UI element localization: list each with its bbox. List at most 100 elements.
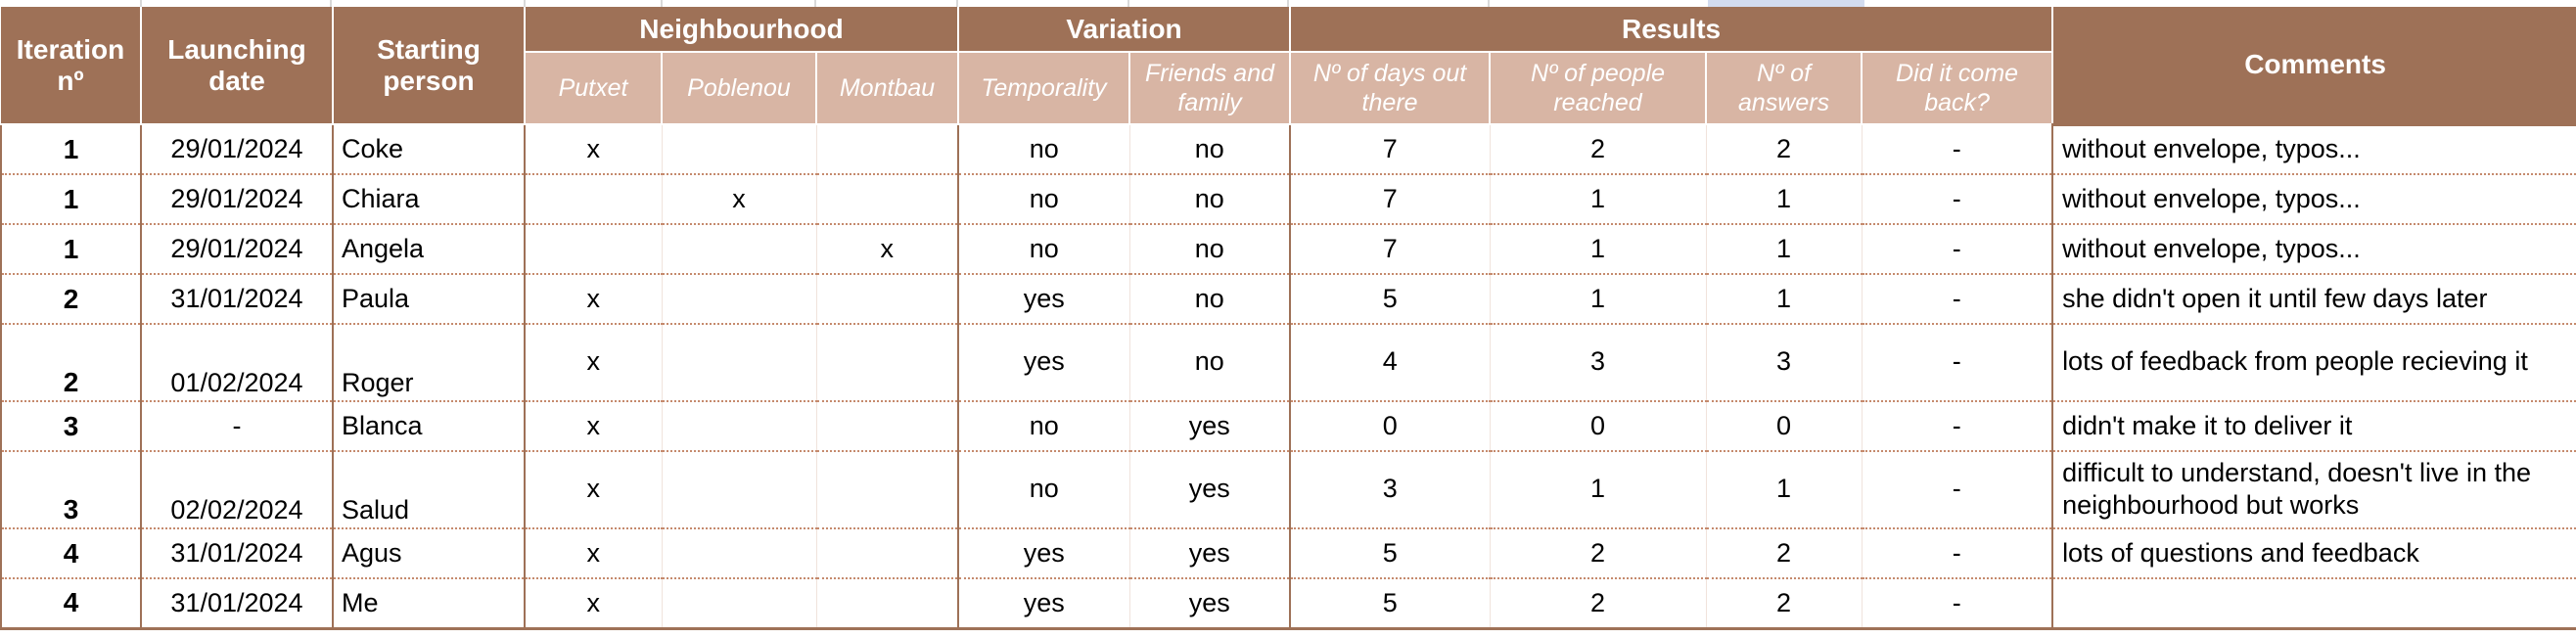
cell-launching-date[interactable]: 29/01/2024	[141, 224, 334, 275]
cell-days-out-there[interactable]: 0	[1290, 401, 1491, 452]
header-iteration[interactable]: Iteration nº	[1, 7, 142, 125]
cell-starting-person[interactable]: Roger	[333, 324, 526, 402]
cell-iteration[interactable]: 1	[0, 174, 142, 225]
cell-answers[interactable]: 2	[1706, 528, 1863, 579]
subheader-montbau[interactable]: Montbau	[816, 52, 960, 125]
cell-did-it-come-back[interactable]: -	[1862, 324, 2054, 402]
cell-temporality[interactable]: no	[958, 224, 1130, 275]
cell-poblenou[interactable]	[662, 401, 817, 452]
cell-montbau[interactable]	[816, 274, 960, 325]
subheader-friends-and-family[interactable]: Friends and family	[1129, 52, 1292, 125]
cell-poblenou[interactable]	[662, 224, 817, 275]
header-results[interactable]: Results	[1290, 7, 2054, 53]
cell-people-reached[interactable]: 2	[1490, 528, 1707, 579]
cell-comment[interactable]: without envelope, typos...	[2052, 224, 2576, 275]
cell-poblenou[interactable]	[662, 578, 817, 630]
cell-comment[interactable]	[2052, 578, 2576, 630]
cell-poblenou[interactable]	[662, 324, 817, 402]
cell-answers[interactable]: 2	[1706, 124, 1863, 175]
header-variation[interactable]: Variation	[958, 7, 1292, 53]
cell-answers[interactable]: 0	[1706, 401, 1863, 452]
cell-comment[interactable]: lots of feedback from people recieving i…	[2052, 324, 2576, 402]
cell-did-it-come-back[interactable]: -	[1862, 274, 2054, 325]
cell-answers[interactable]: 1	[1706, 224, 1863, 275]
cell-people-reached[interactable]: 1	[1490, 274, 1707, 325]
cell-montbau[interactable]	[816, 528, 960, 579]
subheader-people-reached[interactable]: Nº of people reached	[1490, 52, 1708, 125]
cell-comment[interactable]: didn't make it to deliver it	[2052, 401, 2576, 452]
cell-temporality[interactable]: yes	[958, 274, 1130, 325]
cell-people-reached[interactable]: 1	[1490, 224, 1707, 275]
cell-starting-person[interactable]: Blanca	[333, 401, 526, 452]
cell-days-out-there[interactable]: 4	[1290, 324, 1491, 402]
cell-temporality[interactable]: yes	[958, 578, 1130, 630]
cell-launching-date[interactable]: 29/01/2024	[141, 174, 334, 225]
cell-friends-and-family[interactable]: yes	[1129, 451, 1292, 529]
subheader-poblenou[interactable]: Poblenou	[662, 52, 817, 125]
cell-iteration[interactable]: 1	[0, 224, 142, 275]
cell-putxet[interactable]	[525, 224, 663, 275]
cell-putxet[interactable]: x	[525, 528, 663, 579]
cell-poblenou[interactable]: x	[662, 174, 817, 225]
cell-comment[interactable]: without envelope, typos...	[2052, 174, 2576, 225]
cell-starting-person[interactable]: Agus	[333, 528, 526, 579]
subheader-days-out-there[interactable]: Nº of days out there	[1290, 52, 1492, 125]
cell-montbau[interactable]	[816, 451, 960, 529]
cell-montbau[interactable]	[816, 324, 960, 402]
cell-comment[interactable]: she didn't open it until few days later	[2052, 274, 2576, 325]
cell-answers[interactable]: 1	[1706, 274, 1863, 325]
header-neighbourhood[interactable]: Neighbourhood	[525, 7, 960, 53]
cell-friends-and-family[interactable]: yes	[1129, 401, 1292, 452]
cell-temporality[interactable]: no	[958, 174, 1130, 225]
cell-people-reached[interactable]: 1	[1490, 174, 1707, 225]
cell-starting-person[interactable]: Paula	[333, 274, 526, 325]
cell-iteration[interactable]: 3	[0, 401, 142, 452]
cell-days-out-there[interactable]: 5	[1290, 528, 1491, 579]
cell-putxet[interactable]: x	[525, 578, 663, 630]
cell-putxet[interactable]: x	[525, 274, 663, 325]
header-comments[interactable]: Comments	[2052, 7, 2576, 126]
cell-poblenou[interactable]	[662, 124, 817, 175]
cell-temporality[interactable]: no	[958, 451, 1130, 529]
cell-montbau[interactable]: x	[816, 224, 960, 275]
cell-friends-and-family[interactable]: yes	[1129, 578, 1292, 630]
cell-friends-and-family[interactable]: no	[1129, 324, 1292, 402]
cell-launching-date[interactable]: 02/02/2024	[141, 451, 334, 529]
cell-days-out-there[interactable]: 3	[1290, 451, 1491, 529]
cell-temporality[interactable]: no	[958, 124, 1130, 175]
cell-putxet[interactable]: x	[525, 401, 663, 452]
cell-comment[interactable]: lots of questions and feedback	[2052, 528, 2576, 579]
cell-montbau[interactable]	[816, 124, 960, 175]
cell-friends-and-family[interactable]: yes	[1129, 528, 1292, 579]
cell-did-it-come-back[interactable]: -	[1862, 578, 2054, 630]
cell-days-out-there[interactable]: 5	[1290, 578, 1491, 630]
cell-launching-date[interactable]: 31/01/2024	[141, 578, 334, 630]
cell-people-reached[interactable]: 3	[1490, 324, 1707, 402]
cell-putxet[interactable]	[525, 174, 663, 225]
cell-launching-date[interactable]: 31/01/2024	[141, 528, 334, 579]
cell-iteration[interactable]: 2	[0, 274, 142, 325]
cell-montbau[interactable]	[816, 578, 960, 630]
cell-answers[interactable]: 2	[1706, 578, 1863, 630]
subheader-did-it-come-back[interactable]: Did it come back?	[1862, 52, 2054, 125]
cell-temporality[interactable]: yes	[958, 528, 1130, 579]
cell-poblenou[interactable]	[662, 528, 817, 579]
cell-temporality[interactable]: no	[958, 401, 1130, 452]
cell-poblenou[interactable]	[662, 274, 817, 325]
cell-launching-date[interactable]: 01/02/2024	[141, 324, 334, 402]
cell-iteration[interactable]: 1	[0, 124, 142, 175]
cell-did-it-come-back[interactable]: -	[1862, 174, 2054, 225]
cell-people-reached[interactable]: 2	[1490, 124, 1707, 175]
cell-montbau[interactable]	[816, 174, 960, 225]
cell-iteration[interactable]: 4	[0, 578, 142, 630]
header-starting-person[interactable]: Starting person	[333, 7, 526, 125]
cell-days-out-there[interactable]: 7	[1290, 224, 1491, 275]
cell-days-out-there[interactable]: 5	[1290, 274, 1491, 325]
cell-montbau[interactable]	[816, 401, 960, 452]
subheader-temporality[interactable]: Temporality	[958, 52, 1131, 125]
cell-iteration[interactable]: 3	[0, 451, 142, 529]
cell-days-out-there[interactable]: 7	[1290, 124, 1491, 175]
cell-starting-person[interactable]: Me	[333, 578, 526, 630]
cell-launching-date[interactable]: -	[141, 401, 334, 452]
cell-friends-and-family[interactable]: no	[1129, 124, 1292, 175]
